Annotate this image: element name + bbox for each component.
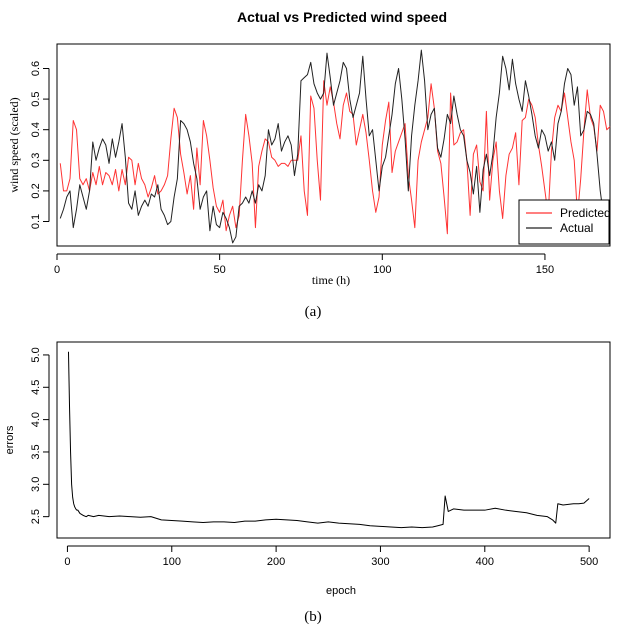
x-tick-label: 0: [64, 556, 70, 568]
chart-a-series: [59, 49, 611, 244]
chart-a-x-label: time (h): [312, 273, 350, 287]
chart-a-legend: Predicted Actual: [518, 199, 611, 245]
chart-b-series: [67, 351, 590, 529]
legend-actual-label: Actual: [560, 221, 593, 235]
y-tick-label: 5.0: [30, 347, 42, 362]
x-tick-label: 100: [373, 264, 391, 276]
x-tick-label: 100: [163, 556, 181, 568]
errors-series-line: [67, 351, 590, 529]
y-tick-label: 3.0: [30, 477, 42, 492]
actual-series-line: [59, 49, 604, 244]
y-tick-label: 2.5: [30, 509, 42, 524]
x-tick-label: 400: [476, 556, 494, 568]
y-tick-label: 4.5: [30, 380, 42, 395]
chart-a-y-label: wind speed (scaled): [7, 97, 21, 192]
chart-b-x-axis: 0 100 200 300 400 500: [64, 545, 598, 568]
caption-b: (b): [304, 609, 322, 625]
x-tick-label: 150: [536, 264, 554, 276]
legend-predicted-label: Predicted: [560, 206, 611, 220]
y-tick-label: 0.4: [30, 122, 42, 137]
chart-b-y-axis: 2.5 3.0 3.5 4.0 4.5 5.0: [30, 347, 50, 524]
y-tick-label: 0.6: [30, 61, 42, 76]
chart-a-x-axis: 0 50 100 150: [54, 253, 554, 276]
x-tick-label: 200: [267, 556, 285, 568]
caption-a: (a): [305, 304, 322, 320]
y-tick-label: 0.1: [30, 214, 42, 229]
y-tick-label: 0.2: [30, 183, 42, 198]
chart-a-plot-area: [56, 43, 611, 247]
y-tick-label: 3.5: [30, 444, 42, 459]
x-tick-label: 500: [580, 556, 598, 568]
y-tick-label: 4.0: [30, 412, 42, 427]
chart-b-x-label: epoch: [326, 585, 356, 597]
chart-a-wind-speed: Actual vs Predicted wind speed 0 50 100 150…: [7, 9, 611, 287]
predicted-series-line: [59, 80, 611, 235]
y-tick-label: 0.3: [30, 153, 42, 168]
x-tick-label: 300: [371, 556, 389, 568]
chart-b-errors: 0 100 200 300 400 500 2.5 3.0 3.5 4.0 4.5 5.0 epoc…: [4, 341, 611, 597]
x-tick-label: 0: [54, 264, 60, 276]
chart-b-plot-area: [56, 341, 611, 539]
x-tick-label: 50: [214, 264, 226, 276]
chart-a-title: Actual vs Predicted wind speed: [237, 9, 447, 25]
chart-a-y-axis: 0.1 0.2 0.3 0.4 0.5 0.6: [30, 61, 50, 229]
legend-box: [518, 199, 610, 245]
chart-b-y-label: errors: [4, 425, 16, 454]
y-tick-label: 0.5: [30, 91, 42, 106]
